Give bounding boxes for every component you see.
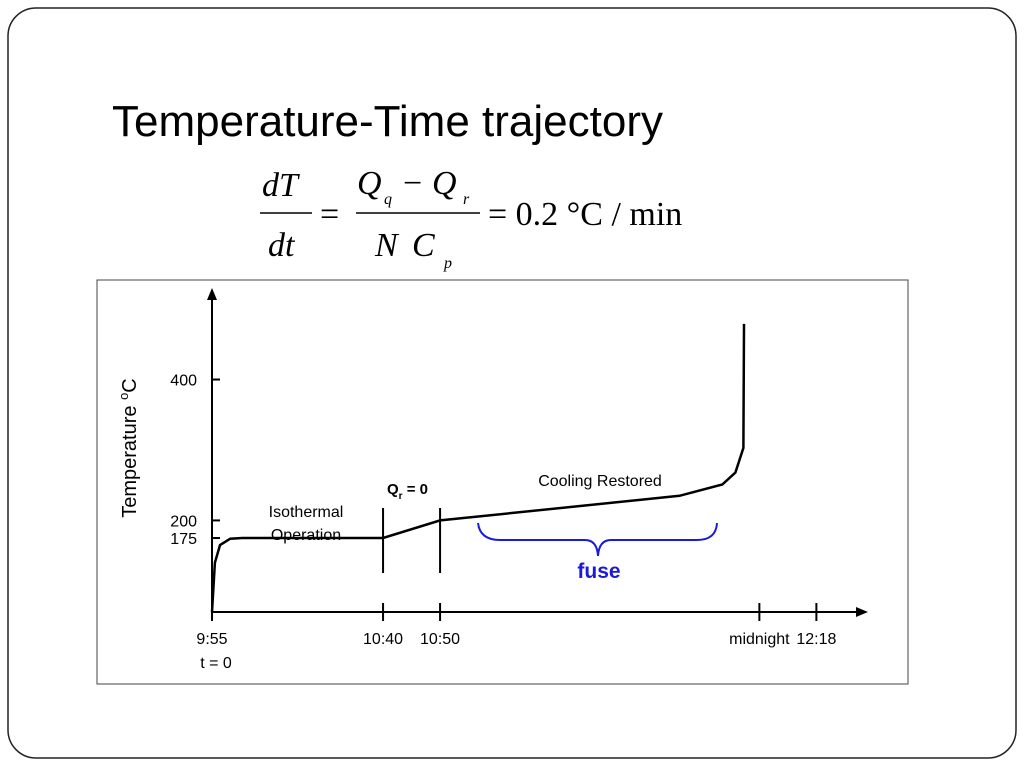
y-axis-label: Temperature oC <box>116 378 141 518</box>
eq-part: Q <box>357 165 382 202</box>
q-sub: r <box>399 491 403 502</box>
x-tick-label: midnight <box>729 631 790 648</box>
y-label-sup: o <box>116 393 131 400</box>
y-tick-label: 200 <box>170 513 197 530</box>
eq-part: r <box>463 191 470 208</box>
eq-part: Q <box>432 165 457 202</box>
eq-part: = 0.2 °C / min <box>488 196 682 233</box>
q-rest: = 0 <box>403 481 428 498</box>
q-symbol: Q <box>387 481 399 498</box>
annotation: Qr = 0 <box>387 481 428 502</box>
eq-part: N <box>374 227 400 264</box>
annotation: t = 0 <box>200 655 232 672</box>
x-tick-label: 10:50 <box>420 631 460 648</box>
eq-part: − <box>403 165 422 202</box>
eq-part: C <box>412 227 435 264</box>
slide-title: Temperature-Time trajectory <box>112 97 663 146</box>
annotation: Cooling Restored <box>538 473 662 490</box>
annotation: Operation <box>271 527 341 544</box>
brace <box>477 522 718 557</box>
y-tick-label: 400 <box>170 373 197 390</box>
eq-part: dT <box>262 167 300 204</box>
y-axis-arrow <box>207 288 217 300</box>
eq-part: q <box>384 191 392 208</box>
x-axis-arrow <box>856 607 868 617</box>
x-tick-label: 12:18 <box>796 631 836 648</box>
y-label-text: Temperature <box>119 400 141 518</box>
annotation: fuse <box>577 560 620 583</box>
y-tick-label: 175 <box>170 531 197 548</box>
chart-frame <box>96 279 909 685</box>
temperature-line <box>210 323 746 613</box>
eq-part: dt <box>268 227 296 264</box>
x-tick-label: 9:55 <box>196 631 227 648</box>
y-label-unit: C <box>119 378 141 392</box>
annotation: Isothermal <box>269 504 344 521</box>
equation: dT dt = Q q − Q r N C p = 0.2 °C / min <box>260 165 682 272</box>
eq-part: = <box>320 196 339 233</box>
x-tick-label: 10:40 <box>363 631 403 648</box>
eq-part: p <box>443 255 452 272</box>
